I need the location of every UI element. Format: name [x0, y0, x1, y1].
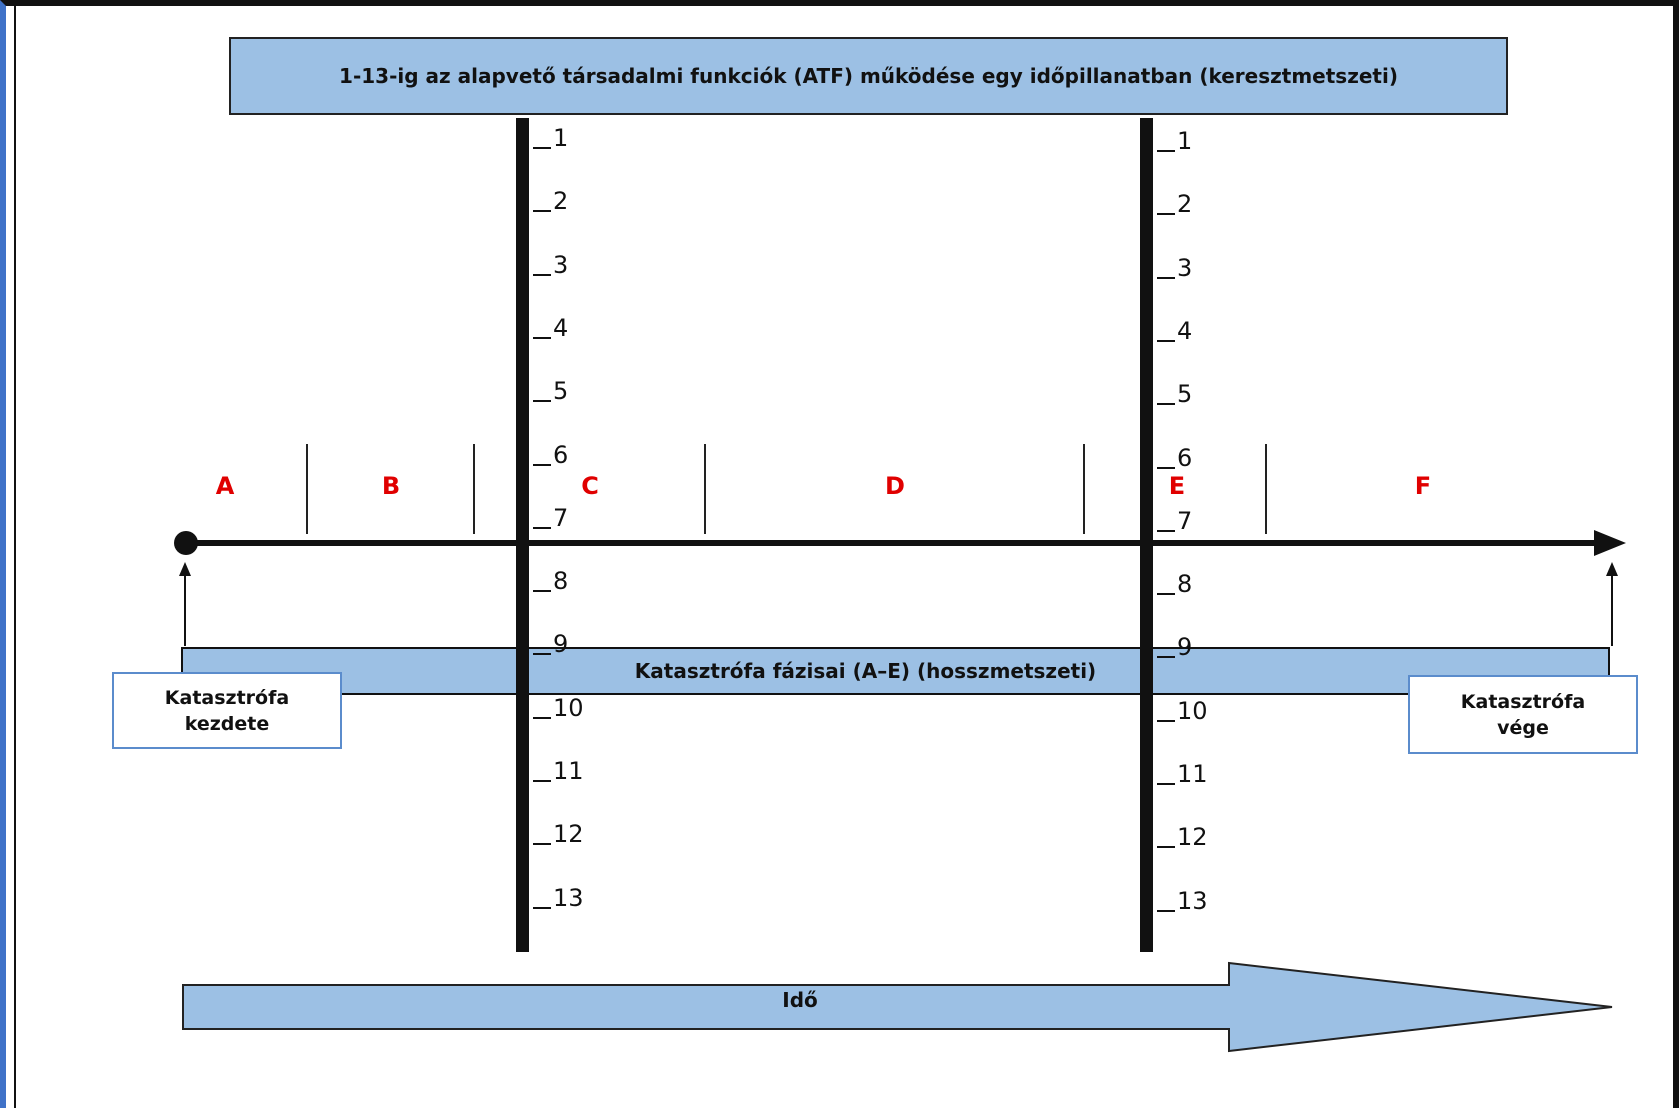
phase-letter-b: B — [381, 472, 401, 500]
tick-right-8: 8 — [1157, 570, 1192, 598]
tick-left-12: 12 — [533, 820, 584, 848]
cross-section-title: 1-13-ig az alapvető társadalmi funkciók … — [339, 64, 1398, 88]
tick-right-13: 13 — [1157, 887, 1208, 915]
tick-left-7: 7 — [533, 504, 568, 532]
tick-right-6: 6 — [1157, 444, 1192, 472]
phase-letter-c: C — [581, 472, 599, 500]
end-label-line2: vége — [1497, 716, 1549, 739]
tick-right-9: 9 — [1157, 633, 1192, 661]
tick-right-11: 11 — [1157, 760, 1208, 788]
tick-left-9: 9 — [533, 630, 568, 658]
cross-section-title-box: 1-13-ig az alapvető társadalmi funkciók … — [229, 37, 1508, 115]
tick-left-8: 8 — [533, 567, 568, 595]
tick-right-2: 2 — [1157, 190, 1192, 218]
tick-right-10: 10 — [1157, 697, 1208, 725]
tick-right-3: 3 — [1157, 254, 1192, 282]
time-label: Idő — [782, 988, 818, 1012]
start-label-box: Katasztrófa kezdete — [112, 672, 342, 749]
tick-left-6: 6 — [533, 441, 568, 469]
tick-left-11: 11 — [533, 757, 584, 785]
tick-right-7: 7 — [1157, 507, 1192, 535]
phases-box: Katasztrófa fázisai (A–E) (hosszmetszeti… — [181, 647, 1610, 695]
timeline-start-dot — [174, 531, 198, 555]
phases-label: Katasztrófa fázisai (A–E) (hosszmetszeti… — [634, 659, 1097, 683]
start-label-line2: kezdete — [184, 712, 270, 735]
cross-section-bar-left — [516, 118, 529, 952]
start-up-arrow-head — [179, 562, 191, 576]
frame-inner-line — [14, 6, 16, 1108]
tick-left-1: 1 — [533, 124, 568, 152]
time-arrow-shape — [182, 961, 1613, 1053]
tick-left-5: 5 — [533, 377, 568, 405]
phase-letter-a: A — [215, 472, 235, 500]
tick-left-4: 4 — [533, 314, 568, 342]
end-label-line1: Katasztrófa — [1460, 690, 1586, 713]
tick-left-13: 13 — [533, 884, 584, 912]
phase-letter-e: E — [1168, 472, 1186, 500]
tick-right-12: 12 — [1157, 823, 1208, 851]
end-up-arrow-head — [1606, 562, 1618, 576]
tick-left-2: 2 — [533, 187, 568, 215]
phase-letter-f: F — [1414, 472, 1432, 500]
tick-right-1: 1 — [1157, 127, 1192, 155]
end-label-box: Katasztrófa vége — [1408, 675, 1638, 754]
cross-section-bar-right — [1140, 118, 1153, 952]
tick-left-10: 10 — [533, 694, 584, 722]
tick-left-3: 3 — [533, 251, 568, 279]
start-label-line1: Katasztrófa — [164, 686, 290, 709]
tick-right-4: 4 — [1157, 317, 1192, 345]
tick-right-5: 5 — [1157, 380, 1192, 408]
timeline-arrow-head — [1594, 530, 1626, 556]
phase-letter-d: D — [885, 472, 905, 500]
